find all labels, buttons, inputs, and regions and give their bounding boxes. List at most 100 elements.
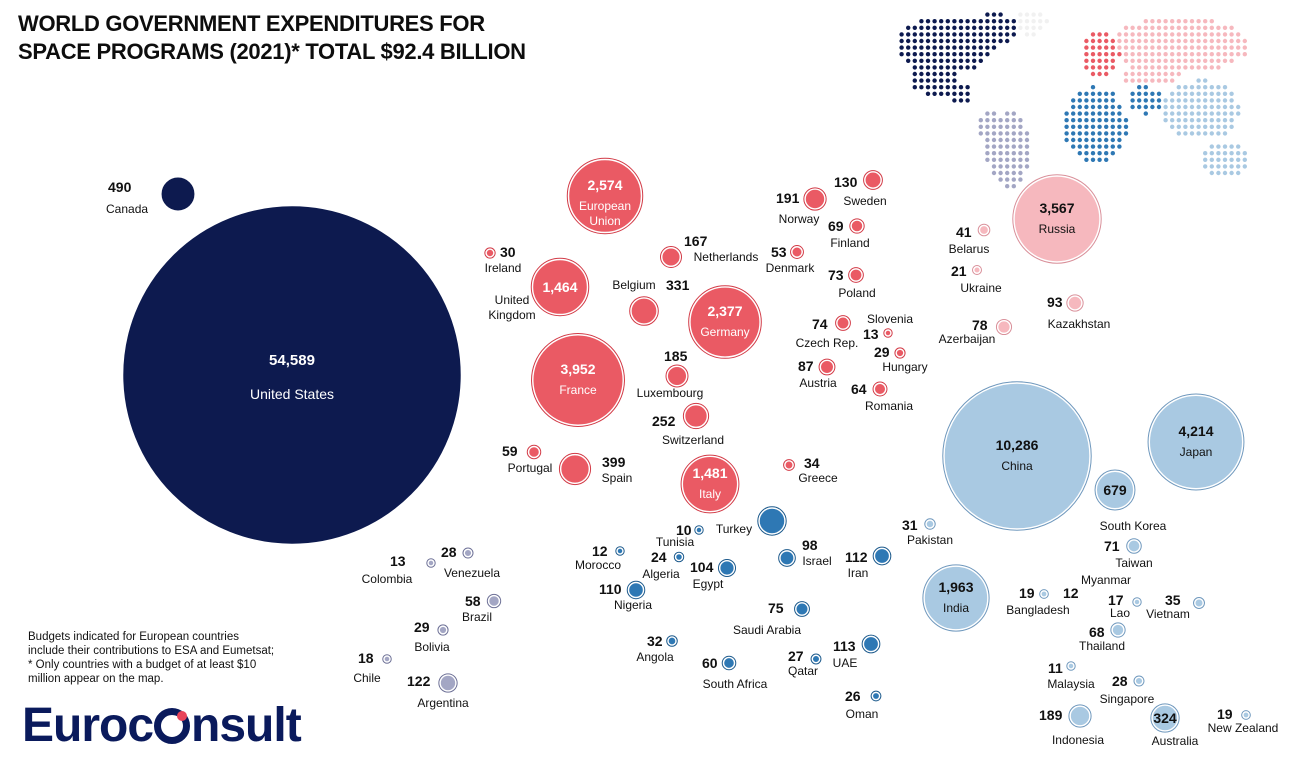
value-label-ukraine: 21 <box>951 263 967 279</box>
value-label-austria: 87 <box>798 358 814 374</box>
value-label-oman: 26 <box>845 688 861 704</box>
map-dot <box>1143 71 1149 77</box>
map-dot <box>1031 25 1036 30</box>
map-dot <box>1163 52 1168 57</box>
map-dot <box>1130 38 1135 44</box>
value-label-israel: 98 <box>802 537 818 553</box>
value-label-romania: 64 <box>851 381 867 397</box>
bubble-india <box>923 565 989 631</box>
map-dot <box>1203 104 1208 110</box>
map-dot <box>939 58 944 63</box>
map-dot <box>1156 98 1162 103</box>
map-dot <box>1150 58 1155 63</box>
footnote-line-2: include their contributions to ESA and E… <box>28 645 275 657</box>
bubble-china <box>943 382 1091 530</box>
map-dot <box>1203 32 1208 37</box>
map-dot <box>1143 38 1149 44</box>
map-dot <box>998 38 1003 44</box>
map-dot <box>1137 65 1142 70</box>
map-dot <box>1236 170 1241 176</box>
name-label-european-union-1: Union <box>589 214 620 228</box>
bubble-switzerland <box>683 403 709 429</box>
map-dot <box>1084 52 1089 57</box>
map-dot <box>1163 118 1168 123</box>
bubble-sweden <box>864 171 882 189</box>
map-dot <box>1209 104 1215 110</box>
map-dot <box>1189 124 1195 129</box>
map-dot <box>1222 38 1228 44</box>
name-label-venezuela: Venezuela <box>444 566 500 580</box>
map-dot <box>1104 111 1109 116</box>
map-dot <box>925 65 931 70</box>
name-label-germany: Germany <box>700 325 749 339</box>
map-dot <box>952 25 957 30</box>
map-dot <box>1242 45 1248 50</box>
map-dot <box>1005 137 1010 143</box>
map-dot <box>1209 118 1215 123</box>
map-dot <box>1097 65 1102 70</box>
map-dot <box>1084 131 1089 136</box>
map-dot <box>1222 91 1228 97</box>
map-dot <box>945 38 950 44</box>
name-label-bangladesh: Bangladesh <box>1006 603 1069 617</box>
map-dot <box>925 45 931 50</box>
map-dot <box>1196 65 1201 70</box>
map-dot <box>1209 85 1215 90</box>
bubble-outline-south-africa <box>721 655 737 671</box>
map-dot <box>919 71 924 77</box>
map-dot <box>1005 177 1010 182</box>
map-dot <box>925 85 931 90</box>
bubble-outline-singapore <box>1133 675 1145 687</box>
map-dot <box>1163 104 1168 110</box>
map-dot <box>998 137 1003 143</box>
map-dot <box>985 151 990 156</box>
map-dot <box>1071 137 1076 143</box>
map-dot <box>1084 151 1089 156</box>
name-label-italy: Italy <box>699 487 721 501</box>
map-dot <box>1097 71 1102 77</box>
map-dot <box>998 151 1003 156</box>
map-dot <box>1196 111 1201 116</box>
value-label-singapore: 28 <box>1112 673 1128 689</box>
map-dot <box>1189 19 1195 24</box>
value-label-finland: 69 <box>828 218 844 234</box>
map-dot <box>1104 118 1109 123</box>
map-dot <box>972 58 977 63</box>
map-dot <box>972 65 977 70</box>
map-dot <box>1163 65 1168 70</box>
map-dot <box>912 52 917 57</box>
map-dot <box>1216 118 1221 123</box>
map-dot <box>1024 137 1030 143</box>
map-dot <box>1090 45 1096 50</box>
name-label-brazil: Brazil <box>462 610 492 624</box>
map-dot <box>906 45 911 50</box>
bubble-outline-bolivia <box>437 624 449 636</box>
map-dot <box>1097 157 1102 162</box>
map-dot <box>1176 32 1182 37</box>
map-dot <box>952 65 957 70</box>
map-dot <box>939 32 944 37</box>
bubble-tunisia <box>695 526 703 534</box>
value-label-brazil: 58 <box>465 593 481 609</box>
name-label-vietnam: Vietnam <box>1146 607 1190 621</box>
map-dot <box>1084 58 1089 63</box>
bubble-israel <box>779 550 795 566</box>
map-dot <box>1242 151 1248 156</box>
map-dot <box>1209 157 1215 162</box>
map-dot <box>1156 32 1162 37</box>
value-label-australia: 324 <box>1153 710 1177 726</box>
name-label-nigeria: Nigeria <box>614 598 652 612</box>
title-line-2: SPACE PROGRAMS (2021)* TOTAL $92.4 BILLI… <box>18 39 526 64</box>
map-dot <box>912 32 917 37</box>
value-label-belarus: 41 <box>956 224 972 240</box>
bubble-outline-european-union <box>566 157 644 235</box>
map-dot <box>1216 52 1221 57</box>
bubble-outline-bangladesh <box>1039 589 1049 599</box>
map-dot <box>1044 19 1050 24</box>
map-dot <box>1031 32 1036 37</box>
bubble-bolivia <box>438 625 448 635</box>
value-label-iran: 112 <box>845 549 868 565</box>
bubble-new-zealand <box>1242 711 1250 719</box>
map-dot <box>1090 137 1096 143</box>
